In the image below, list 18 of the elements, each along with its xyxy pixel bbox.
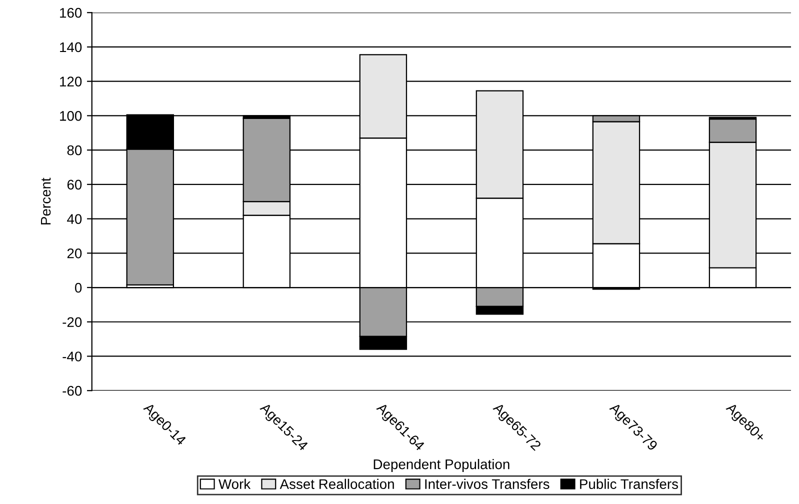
y-tick-label: 40 [67, 214, 82, 224]
legend-label: Asset Reallocation [280, 478, 394, 490]
y-axis-title: Percent [41, 178, 51, 224]
y-tick-label: -20 [62, 317, 82, 328]
y-tick-label: -40 [62, 352, 82, 362]
legend-label: Work [218, 478, 251, 490]
y-tick-label: 60 [67, 180, 82, 190]
y-tick-label: 0 [74, 282, 82, 293]
y-tick-label: -60 [62, 386, 82, 396]
y-tick-label: 160 [60, 8, 82, 18]
y-tick-label: 80 [67, 145, 82, 156]
legend-label: Public Transfers [580, 478, 678, 490]
y-tick-label: 120 [60, 76, 82, 86]
y-tick-label: 100 [60, 111, 82, 121]
y-tick-label: 20 [67, 248, 82, 258]
x-axis-title: Dependent Population [374, 459, 510, 472]
y-tick-label: 140 [60, 42, 82, 52]
legend-label: Inter-vivos Transfers [425, 478, 550, 490]
